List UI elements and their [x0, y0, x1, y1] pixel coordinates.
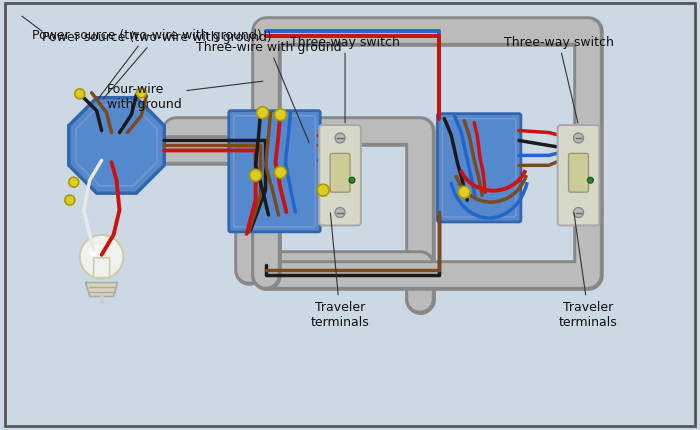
Circle shape: [65, 196, 75, 206]
Circle shape: [274, 109, 286, 121]
Circle shape: [80, 235, 123, 279]
Circle shape: [573, 208, 584, 218]
Circle shape: [573, 134, 584, 144]
Circle shape: [250, 170, 262, 182]
FancyBboxPatch shape: [94, 258, 110, 278]
Circle shape: [335, 134, 345, 144]
FancyBboxPatch shape: [5, 4, 695, 426]
FancyBboxPatch shape: [568, 154, 589, 193]
Text: Traveler
terminals: Traveler terminals: [559, 213, 618, 329]
FancyBboxPatch shape: [438, 114, 521, 222]
Text: Three-wire with ground: Three-wire with ground: [196, 40, 342, 144]
Text: Three-way switch: Three-way switch: [290, 36, 400, 123]
FancyBboxPatch shape: [558, 126, 599, 226]
Circle shape: [317, 185, 329, 197]
Circle shape: [89, 245, 101, 257]
Circle shape: [75, 89, 85, 99]
Text: Traveler
terminals: Traveler terminals: [311, 213, 370, 329]
Circle shape: [335, 208, 345, 218]
FancyBboxPatch shape: [319, 126, 361, 226]
Circle shape: [69, 178, 79, 188]
Circle shape: [458, 187, 470, 199]
Text: Power source (two-wire with ground): Power source (two-wire with ground): [42, 31, 272, 99]
Text: Power source (two-wire with ground): Power source (two-wire with ground): [32, 29, 262, 99]
FancyBboxPatch shape: [229, 111, 320, 232]
Circle shape: [587, 178, 594, 184]
Polygon shape: [69, 98, 164, 194]
Polygon shape: [85, 283, 118, 297]
Text: Four-wire
with ground: Four-wire with ground: [106, 82, 262, 111]
Circle shape: [136, 89, 146, 98]
FancyBboxPatch shape: [330, 154, 350, 193]
Circle shape: [349, 178, 355, 184]
Text: Three-way switch: Three-way switch: [504, 36, 614, 123]
Circle shape: [257, 108, 269, 120]
Circle shape: [274, 167, 286, 179]
